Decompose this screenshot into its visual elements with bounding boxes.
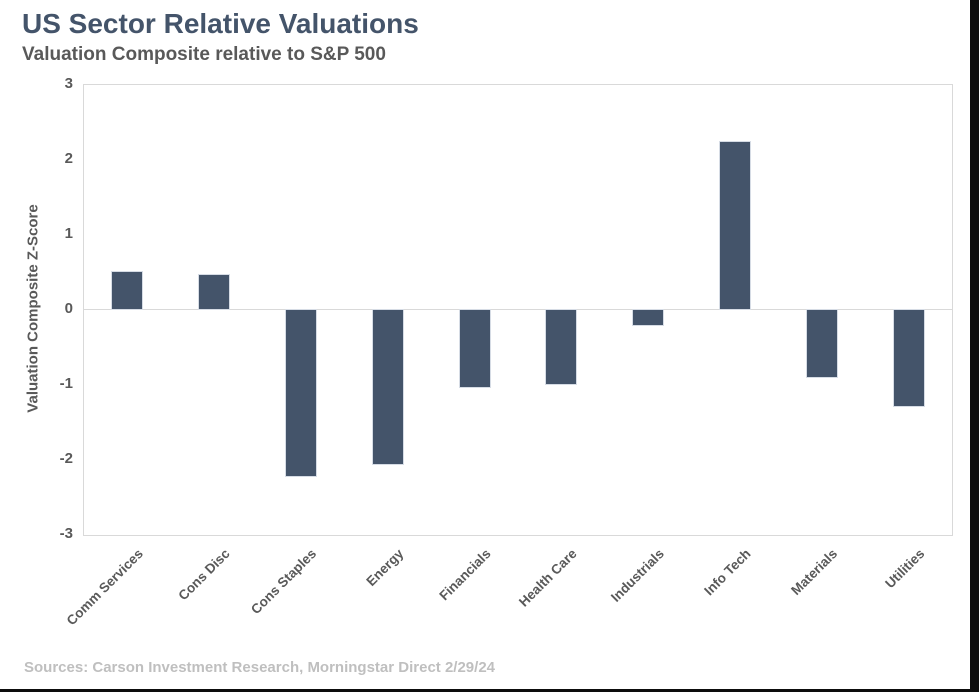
plot-area [83,84,953,536]
bar-cons-staples [285,309,317,477]
x-label-cons-staples: Cons Staples [248,546,320,618]
x-label-health-care: Health Care [516,546,581,610]
y-tick--3: -3 [59,525,73,542]
x-label-financials: Financials [435,546,494,604]
bar-financials [458,309,491,388]
y-tick-0: 0 [64,300,73,317]
zero-gridline [84,309,952,310]
bar-utilities [892,309,925,408]
source-note: Sources: Carson Investment Research, Mor… [24,659,496,676]
y-axis-title: Valuation Composite Z-Score [24,204,42,413]
right-frame-bar [970,0,979,692]
bar-energy [371,309,404,465]
bottom-frame-rule [0,689,975,692]
x-label-industrials: Industrials [607,546,667,605]
x-label-comm-services: Comm Services [63,546,147,629]
x-label-energy: Energy [363,546,407,589]
y-tick-3: 3 [64,75,73,92]
bar-cons-disc [198,274,231,310]
x-label-utilities: Utilities [882,546,928,592]
chart-subtitle: Valuation Composite relative to S&P 500 [22,44,386,65]
y-tick-2: 2 [64,150,73,167]
bar-industrials [632,309,665,327]
chart-title: US Sector Relative Valuations [22,8,419,39]
y-tick--2: -2 [59,450,73,467]
y-tick--1: -1 [59,375,73,392]
x-label-cons-disc: Cons Disc [175,546,233,604]
bar-materials [805,309,838,378]
bar-info-tech [719,140,751,310]
x-label-materials: Materials [788,546,841,598]
bar-health-care [545,309,578,385]
y-tick-1: 1 [64,225,73,242]
x-label-info-tech: Info Tech [701,546,754,599]
bar-comm-services [111,271,144,310]
